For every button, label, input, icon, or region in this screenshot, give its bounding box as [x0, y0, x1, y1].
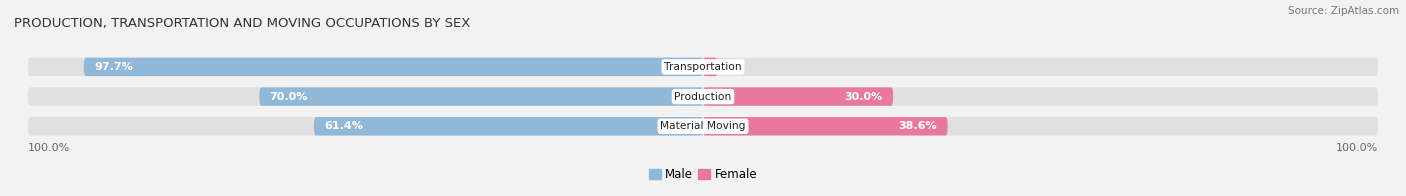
FancyBboxPatch shape [703, 117, 948, 135]
Text: PRODUCTION, TRANSPORTATION AND MOVING OCCUPATIONS BY SEX: PRODUCTION, TRANSPORTATION AND MOVING OC… [14, 17, 471, 30]
FancyBboxPatch shape [28, 87, 1378, 106]
Text: Transportation: Transportation [664, 62, 742, 72]
Legend: Male, Female: Male, Female [644, 164, 762, 186]
Text: 100.0%: 100.0% [28, 143, 70, 153]
Text: Material Moving: Material Moving [661, 121, 745, 131]
Text: 100.0%: 100.0% [1336, 143, 1378, 153]
Text: 30.0%: 30.0% [845, 92, 883, 102]
Text: 61.4%: 61.4% [325, 121, 363, 131]
FancyBboxPatch shape [314, 117, 703, 135]
FancyBboxPatch shape [28, 58, 1378, 76]
FancyBboxPatch shape [703, 87, 893, 106]
FancyBboxPatch shape [84, 58, 703, 76]
Text: 38.6%: 38.6% [898, 121, 938, 131]
Text: 97.7%: 97.7% [94, 62, 132, 72]
Text: Source: ZipAtlas.com: Source: ZipAtlas.com [1288, 6, 1399, 16]
Text: 2.3%: 2.3% [676, 62, 707, 72]
FancyBboxPatch shape [259, 87, 703, 106]
FancyBboxPatch shape [28, 117, 1378, 135]
Text: 70.0%: 70.0% [270, 92, 308, 102]
FancyBboxPatch shape [703, 58, 717, 76]
Text: Production: Production [675, 92, 731, 102]
